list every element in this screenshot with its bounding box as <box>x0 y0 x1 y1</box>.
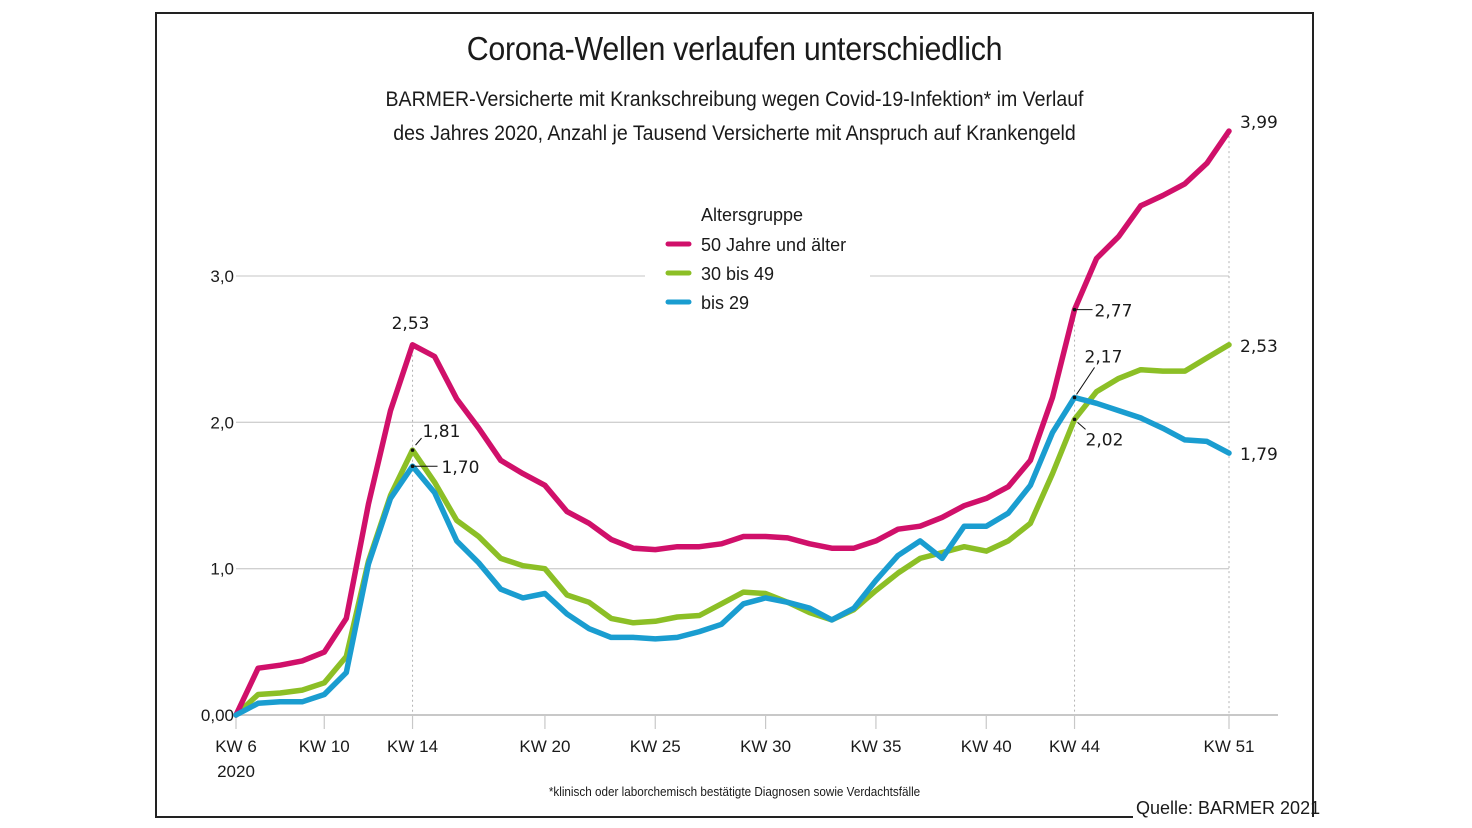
data-label-dot <box>410 464 415 469</box>
series-lines <box>233 128 1232 718</box>
data-label-dot <box>1072 395 1077 400</box>
data-label: 3,99 <box>1240 113 1278 133</box>
chart-frame <box>155 12 1314 817</box>
data-label-dot <box>1072 307 1077 312</box>
data-label: 2,53 <box>392 314 430 334</box>
data-label: 1,70 <box>442 458 480 478</box>
chart-subtitle-line-1: BARMER-Versicherte mit Krankschreibung w… <box>385 88 1084 111</box>
x-axis: 0,00 1,0 2,0 3,0 KW 6 2020 KW 10 KW 14 KW 20 KW 2… <box>201 267 1278 781</box>
gridlines <box>236 275 1229 570</box>
x-tick-sublabel: 2020 <box>217 762 255 781</box>
legend-title: Altersgruppe <box>701 205 803 225</box>
x-tick-label: KW 14 <box>387 737 438 756</box>
y-tick-label: 3,0 <box>210 267 234 286</box>
data-label-dot <box>410 448 415 452</box>
series-line <box>233 394 1232 718</box>
data-label: 2,17 <box>1085 347 1123 367</box>
data-labels: 2,53 1,81 1,70 2,77 2,17 2,02 3,99 2,53 1,79 <box>392 113 1278 478</box>
data-label: 1,81 <box>423 422 461 442</box>
data-label-leader <box>415 437 422 446</box>
x-tick-label: KW 25 <box>630 737 681 756</box>
reference-lines <box>412 131 1230 715</box>
data-label: 2,77 <box>1095 302 1133 322</box>
legend-label: bis 29 <box>701 293 749 313</box>
data-label: 2,02 <box>1086 430 1124 450</box>
x-tick-label: KW 20 <box>519 737 570 756</box>
legend-label: 50 Jahre und älter <box>701 235 846 255</box>
footnote: *klinisch oder laborchemisch bestätigte … <box>548 784 921 799</box>
x-tick-label: KW 35 <box>850 737 901 756</box>
source-credit: Quelle: BARMER 2021 <box>1136 798 1321 818</box>
y-tick-label: 2,0 <box>210 413 234 432</box>
data-label-leader <box>1077 422 1086 430</box>
series-line <box>233 342 1232 718</box>
legend: Altersgruppe 50 Jahre und älter 30 bis 49 b… <box>665 205 846 313</box>
data-label-leader <box>1076 367 1095 395</box>
y-tick-label: 0,00 <box>201 706 234 725</box>
x-tick-label: KW 30 <box>740 737 791 756</box>
chart-title: Corona-Wellen verlaufen unterschiedlich <box>466 30 1003 67</box>
x-tick-label: KW 6 <box>215 737 257 756</box>
x-tick-label: KW 51 <box>1203 737 1254 756</box>
x-tick-label: KW 10 <box>299 737 350 756</box>
x-tick-label: KW 44 <box>1049 737 1100 756</box>
y-tick-label: 1,0 <box>210 560 234 579</box>
legend-label: 30 bis 49 <box>701 264 774 284</box>
x-tick-label: KW 40 <box>961 737 1012 756</box>
series-line <box>233 128 1232 718</box>
frame-bottom-rule <box>155 816 1133 818</box>
data-label: 2,53 <box>1240 337 1278 357</box>
chart-subtitle-line-2: des Jahres 2020, Anzahl je Tausend Versi… <box>393 122 1076 145</box>
data-label: 1,79 <box>1240 445 1278 465</box>
data-label-dot <box>1072 417 1077 422</box>
